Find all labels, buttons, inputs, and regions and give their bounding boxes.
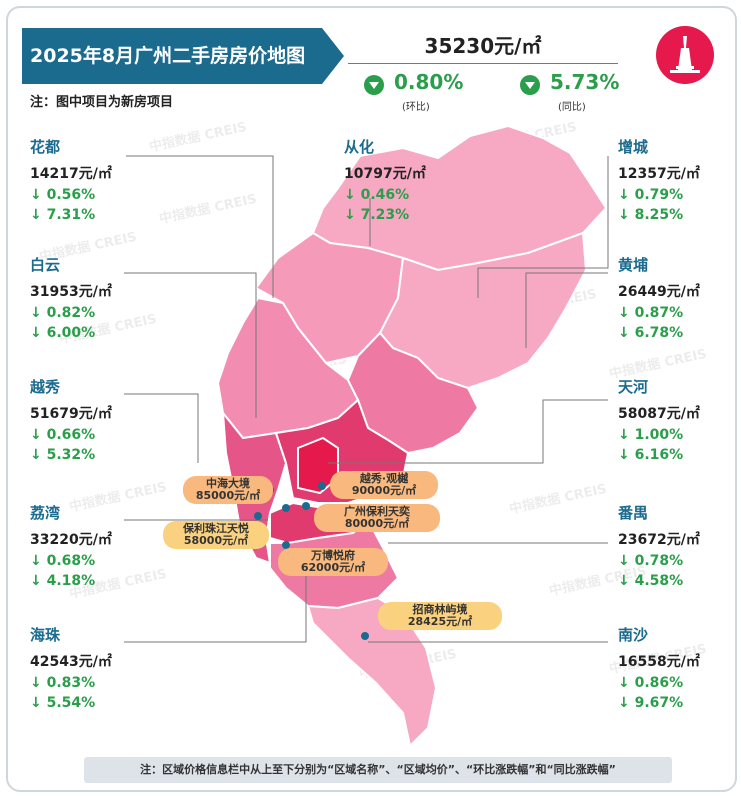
- district-yoy: ↓ 7.31%: [30, 207, 96, 223]
- project-price: 85000元/㎡: [195, 489, 261, 502]
- project-name: 保利珠江天悦: [183, 522, 249, 535]
- district-mom: ↓ 0.83%: [30, 675, 96, 691]
- district-yoy: ↓ 8.25%: [618, 207, 684, 223]
- district-name: 荔湾: [30, 504, 61, 522]
- district-price: 58087元/㎡: [618, 406, 700, 422]
- district-nansha: 南沙 16558元/㎡ ↓ 0.86% ↓ 9.67%: [618, 624, 728, 711]
- project-label-baoli-zhujiang: 保利珠江天悦 58000元/㎡: [163, 521, 269, 549]
- district-conghua: 从化 10797元/㎡ ↓ 0.46% ↓ 7.23%: [344, 136, 454, 223]
- mom-label: (环比): [402, 102, 430, 113]
- district-huadu: 花都 14217元/㎡ ↓ 0.56% ↓ 7.31%: [30, 136, 140, 223]
- district-name: 番禺: [618, 504, 649, 522]
- city-average-price: 35230元/㎡: [424, 34, 542, 58]
- district-name: 花都: [30, 138, 61, 156]
- yoy-change: 5.73% (同比): [520, 70, 650, 120]
- project-dot: [302, 502, 310, 510]
- project-dot: [318, 482, 326, 490]
- down-arrow-icon: [520, 75, 540, 95]
- mom-change: 0.80% (环比): [364, 70, 494, 120]
- district-name: 越秀: [30, 378, 61, 396]
- yoy-label: (同比): [558, 102, 586, 113]
- district-tianhe: 天河 58087元/㎡ ↓ 1.00% ↓ 6.16%: [618, 376, 728, 463]
- district-mom: ↓ 0.46%: [344, 187, 410, 203]
- project-price: 28425元/㎡: [407, 615, 473, 628]
- project-label-zhonghai: 中海大境 85000元/㎡: [183, 476, 273, 504]
- district-price: 10797元/㎡: [344, 166, 426, 182]
- page-title: 2025年8月广州二手房房价地图: [30, 45, 306, 67]
- district-price: 42543元/㎡: [30, 654, 112, 670]
- project-dot: [361, 632, 369, 640]
- district-name: 海珠: [30, 626, 61, 644]
- district-price: 12357元/㎡: [618, 166, 700, 182]
- district-baiyun: 白云 31953元/㎡ ↓ 0.82% ↓ 6.00%: [30, 254, 140, 341]
- district-yoy: ↓ 6.16%: [618, 447, 684, 463]
- district-mom: ↓ 0.82%: [30, 305, 96, 321]
- tower-icon: [670, 36, 700, 73]
- district-panyu: 番禺 23672元/㎡ ↓ 0.78% ↓ 4.58%: [618, 502, 728, 589]
- district-mom: ↓ 0.86%: [618, 675, 684, 691]
- district-price: 23672元/㎡: [618, 532, 700, 548]
- district-haizhu: 海珠 42543元/㎡ ↓ 0.83% ↓ 5.54%: [30, 624, 140, 711]
- district-name: 黄埔: [618, 256, 649, 274]
- project-name: 万博悦府: [311, 549, 355, 562]
- district-yoy: ↓ 6.78%: [618, 325, 684, 341]
- title-banner: [22, 28, 344, 84]
- district-name: 增城: [618, 138, 649, 156]
- district-liwan: 荔湾 33220元/㎡ ↓ 0.68% ↓ 4.18%: [30, 502, 140, 589]
- project-label-zhaoshang: 招商林屿境 28425元/㎡: [378, 602, 502, 630]
- project-price: 58000元/㎡: [183, 534, 249, 547]
- canton-tower-logo-icon: [656, 26, 714, 84]
- project-label-yuexiu-guanlan: 越秀·观樾 90000元/㎡: [330, 471, 438, 499]
- district-mom: ↓ 0.66%: [30, 427, 96, 443]
- district-mom: ↓ 0.68%: [30, 553, 96, 569]
- project-dot: [282, 541, 290, 549]
- district-yoy: ↓ 4.58%: [618, 573, 684, 589]
- district-mom: ↓ 0.78%: [618, 553, 684, 569]
- project-name: 越秀·观樾: [359, 472, 409, 485]
- map-card: 中指数据 CREIS 中指数据 CREIS 中指数据 CREIS 中指数据 CR…: [6, 6, 737, 792]
- project-price: 90000元/㎡: [351, 484, 417, 497]
- project-dot: [254, 512, 262, 520]
- district-mom: ↓ 0.87%: [618, 305, 684, 321]
- district-yoy: ↓ 6.00%: [30, 325, 96, 341]
- project-note: 注：图中项目为新房项目: [30, 95, 174, 110]
- project-name: 广州保利天奕: [344, 505, 410, 518]
- district-zengcheng: 增城 12357元/㎡ ↓ 0.79% ↓ 8.25%: [618, 136, 728, 223]
- district-mom: ↓ 1.00%: [618, 427, 684, 443]
- down-arrow-icon: [364, 75, 384, 95]
- district-mom: ↓ 0.56%: [30, 187, 96, 203]
- project-price: 80000元/㎡: [344, 517, 410, 530]
- district-yuexiu: 越秀 51679元/㎡ ↓ 0.66% ↓ 5.32%: [30, 376, 140, 463]
- district-price: 31953元/㎡: [30, 284, 112, 300]
- district-name: 白云: [30, 256, 61, 274]
- district-name: 天河: [618, 378, 649, 396]
- district-name: 南沙: [618, 626, 649, 644]
- district-name: 从化: [344, 138, 375, 156]
- district-price: 14217元/㎡: [30, 166, 112, 182]
- district-yoy: ↓ 7.23%: [344, 207, 410, 223]
- district-price: 33220元/㎡: [30, 532, 112, 548]
- district-price: 51679元/㎡: [30, 406, 112, 422]
- mom-percent: 0.80%: [394, 70, 464, 94]
- project-name: 招商林屿境: [412, 603, 468, 616]
- district-huangpu: 黄埔 26449元/㎡ ↓ 0.87% ↓ 6.78%: [618, 254, 728, 341]
- district-yoy: ↓ 5.32%: [30, 447, 96, 463]
- summary-divider: [348, 63, 618, 64]
- district-price: 26449元/㎡: [618, 284, 700, 300]
- project-name: 中海大境: [206, 477, 250, 490]
- district-yoy: ↓ 4.18%: [30, 573, 96, 589]
- district-yoy: ↓ 9.67%: [618, 695, 684, 711]
- project-dot: [282, 504, 290, 512]
- project-price: 62000元/㎡: [300, 561, 366, 574]
- district-price: 16558元/㎡: [618, 654, 700, 670]
- district-yoy: ↓ 5.54%: [30, 695, 96, 711]
- district-mom: ↓ 0.79%: [618, 187, 684, 203]
- project-label-baoli-tianyi: 广州保利天奕 80000元/㎡: [314, 504, 440, 532]
- yoy-percent: 5.73%: [550, 70, 620, 94]
- project-label-wanbo: 万博悦府 62000元/㎡: [278, 548, 388, 576]
- region-nansha: [306, 596, 438, 749]
- legend-note: 注：区域价格信息栏中从上至下分别为“区域名称”、“区域均价”、“环比涨跌幅”和“…: [84, 757, 672, 783]
